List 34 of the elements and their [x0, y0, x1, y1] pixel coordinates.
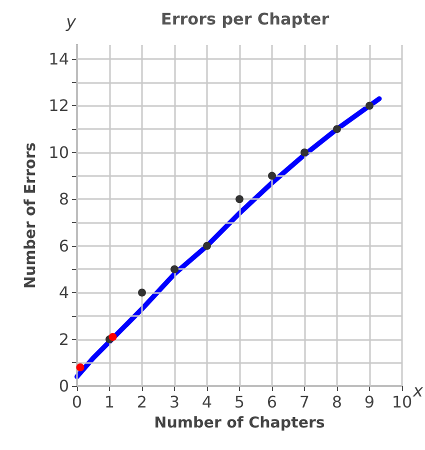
x-tick-label: 8	[332, 392, 342, 412]
x-tick-label: 6	[266, 392, 278, 412]
point	[268, 172, 276, 180]
y-tick-label: 0	[58, 376, 69, 396]
point	[366, 102, 374, 110]
point	[333, 125, 341, 134]
text: y	[65, 12, 77, 32]
x-tick-label: 4	[202, 392, 212, 412]
y-tick-label: 10	[48, 142, 69, 162]
x-tick-label: 9	[364, 392, 375, 412]
point	[138, 288, 146, 297]
x-tick-label: 1	[104, 392, 115, 412]
y-tick-label: 4	[58, 283, 69, 302]
point	[76, 363, 84, 372]
x-tick-label: 2	[136, 392, 148, 412]
point	[300, 148, 308, 156]
y-axis-title: Number of Errors	[21, 142, 40, 289]
point	[203, 242, 211, 250]
x-tick-label: 0	[72, 392, 82, 412]
y-tick-label: 8	[58, 190, 69, 209]
y-tick-label: 12	[48, 96, 69, 116]
point	[170, 265, 178, 274]
x-tick-label: 10	[392, 392, 412, 412]
y-tick-label: 14	[48, 50, 69, 69]
chart-title: Errors per Chapter	[160, 10, 330, 28]
x-tick-label: 5	[234, 392, 245, 412]
y-tick-label: 6	[58, 236, 69, 256]
point	[236, 195, 244, 204]
text: x	[412, 382, 424, 402]
point	[108, 332, 117, 341]
x-axis-title: Number of Chapters	[154, 413, 325, 432]
x-tick-label: 7	[299, 392, 310, 412]
y-tick-label: 2	[58, 330, 69, 349]
x-tick-label: 3	[169, 392, 180, 412]
